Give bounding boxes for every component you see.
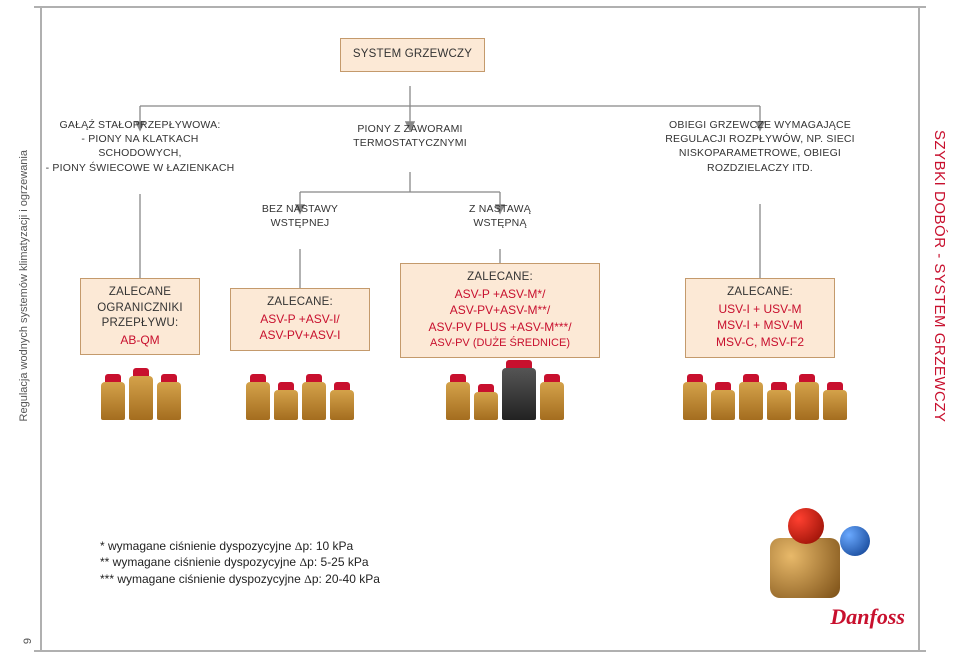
thumb-usv — [680, 360, 850, 420]
bmrr2: ASV-PV+ASV-M**/ — [450, 303, 550, 317]
sidebar-caption-left: Regulacja wodnych systemów klimatyzacji … — [18, 150, 30, 421]
root-box-text: SYSTEM GRZEWCZY — [353, 47, 472, 63]
footnote-3: *** wymagane ciśnienie dyspozycyjne Δp: … — [100, 571, 380, 588]
fn3a: *** wymagane ciśnienie dyspozycyjne — [100, 572, 301, 586]
bmrr3: ASV-PV PLUS +ASV-M***/ — [428, 320, 571, 334]
fn1b: p: 10 kPa — [303, 539, 354, 553]
valve-icon — [823, 390, 847, 420]
valve-icon — [767, 390, 791, 420]
brr2: MSV-I + MSV-M — [717, 318, 803, 332]
valve-cap2-icon — [840, 526, 870, 556]
fn2a: ** wymagane ciśnienie dyspozycyjne — [100, 555, 296, 569]
valve-icon — [446, 382, 470, 420]
valve-body-icon — [770, 538, 840, 598]
branch-right-box: ZALECANE: USV-I + USV-M MSV-I + MSV-M MS… — [685, 278, 835, 358]
blb3: PRZEPŁYWU: — [102, 317, 179, 329]
thumb-abqm — [66, 360, 216, 420]
bmlr2: ASV-PV+ASV-I — [259, 328, 340, 342]
brr1: USV-I + USV-M — [718, 302, 801, 316]
valve-icon — [330, 390, 354, 420]
valve-icon — [101, 382, 125, 420]
branch-left-label: GAŁĄŹ STAŁOPRZEPŁYWOWA: - PIONY NA KLATK… — [40, 118, 240, 175]
valve-icon — [157, 382, 181, 420]
bmrr1: ASV-P +ASV-M*/ — [455, 287, 546, 301]
branch-right-label: OBIEGI GRZEWCZE WYMAGAJĄCE REGULACJI ROZ… — [660, 118, 860, 175]
bmlh: ZALECANE: — [267, 296, 333, 308]
bmsr2: WSTĘPNĄ — [473, 217, 526, 229]
footnote-1: * wymagane ciśnienie dyspozycyjne Δp: 10… — [100, 538, 380, 555]
bl-l1: GAŁĄŹ STAŁOPRZEPŁYWOWA: — [60, 119, 221, 131]
br-l3: NISKOPARAMETROWE, OBIEGI — [679, 147, 841, 159]
bmrh: ZALECANE: — [467, 271, 533, 283]
fn3b: p: 20-40 kPa — [312, 572, 380, 586]
valve-icon — [739, 382, 763, 420]
valve-icon — [683, 382, 707, 420]
page-number: 9 — [22, 638, 34, 644]
valve-icon — [246, 382, 270, 420]
branch-mid-subright: Z NASTAWĄ WSTĘPNĄ — [440, 202, 560, 230]
blbr: AB-QM — [120, 333, 159, 347]
footnotes: * wymagane ciśnienie dyspozycyjne Δp: 10… — [100, 538, 380, 588]
valve-icon — [302, 382, 326, 420]
brh: ZALECANE: — [727, 286, 793, 298]
valve-icon — [540, 382, 564, 420]
brr3: MSV-C, MSV-F2 — [716, 335, 804, 349]
valve-icon — [795, 382, 819, 420]
blb1: ZALECANE — [109, 286, 171, 298]
delta-icon: Δ — [295, 539, 303, 553]
bmsr1: Z NASTAWĄ — [469, 203, 531, 215]
bmsl1: BEZ NASTAWY — [262, 203, 338, 215]
delta-icon: Δ — [299, 555, 307, 569]
branch-mid-box-left: ZALECANE: ASV-P +ASV-I/ ASV-PV+ASV-I — [230, 288, 370, 351]
br-l1: OBIEGI GRZEWCZE WYMAGAJĄCE — [669, 119, 851, 131]
bmrr4: ASV-PV (DUŻE ŚREDNICE) — [430, 337, 570, 349]
branch-mid-label: PIONY Z ZAWORAMI TERMOSTATYCZNYMI — [330, 122, 490, 150]
br-l2: REGULACJI ROZPŁYWÓW, NP. SIECI — [665, 133, 855, 145]
thumb-asvp — [225, 360, 375, 420]
valve-icon — [711, 390, 735, 420]
bm-l1: PIONY Z ZAWORAMI — [357, 123, 462, 135]
valve-icon — [129, 376, 153, 420]
valve-icon — [474, 392, 498, 420]
blb2: OGRANICZNIKI — [97, 302, 182, 314]
hero-valve-image — [760, 508, 870, 598]
branch-mid-subleft: BEZ NASTAWY WSTĘPNEJ — [240, 202, 360, 230]
bmlr1: ASV-P +ASV-I/ — [260, 312, 340, 326]
delta-icon: Δ — [304, 572, 312, 586]
fn2b: p: 5-25 kPa — [307, 555, 368, 569]
bmsl2: WSTĘPNEJ — [271, 217, 330, 229]
bl-l3: - PIONY ŚWIECOWE W ŁAZIENKACH — [46, 162, 235, 174]
fn1a: * wymagane ciśnienie dyspozycyjne — [100, 539, 291, 553]
bl-l2: - PIONY NA KLATKACH SCHODOWYCH, — [81, 133, 198, 159]
root-box: SYSTEM GRZEWCZY — [340, 38, 485, 72]
footnote-2: ** wymagane ciśnienie dyspozycyjne Δp: 5… — [100, 554, 380, 571]
branch-mid-box-right: ZALECANE: ASV-P +ASV-M*/ ASV-PV+ASV-M**/… — [400, 263, 600, 358]
br-l4: ROZDZIELACZY ITD. — [707, 162, 813, 174]
branch-left-box: ZALECANE OGRANICZNIKI PRZEPŁYWU: AB-QM — [80, 278, 200, 355]
valve-icon — [274, 390, 298, 420]
valve-cap-icon — [788, 508, 824, 544]
sidebar-caption-right: SZYBKI DOBÓR - SYSTEM GRZEWCZY — [931, 130, 948, 423]
bm-l2: TERMOSTATYCZNYMI — [353, 137, 467, 149]
valve-icon — [502, 368, 536, 420]
thumb-asvpv — [420, 360, 590, 420]
